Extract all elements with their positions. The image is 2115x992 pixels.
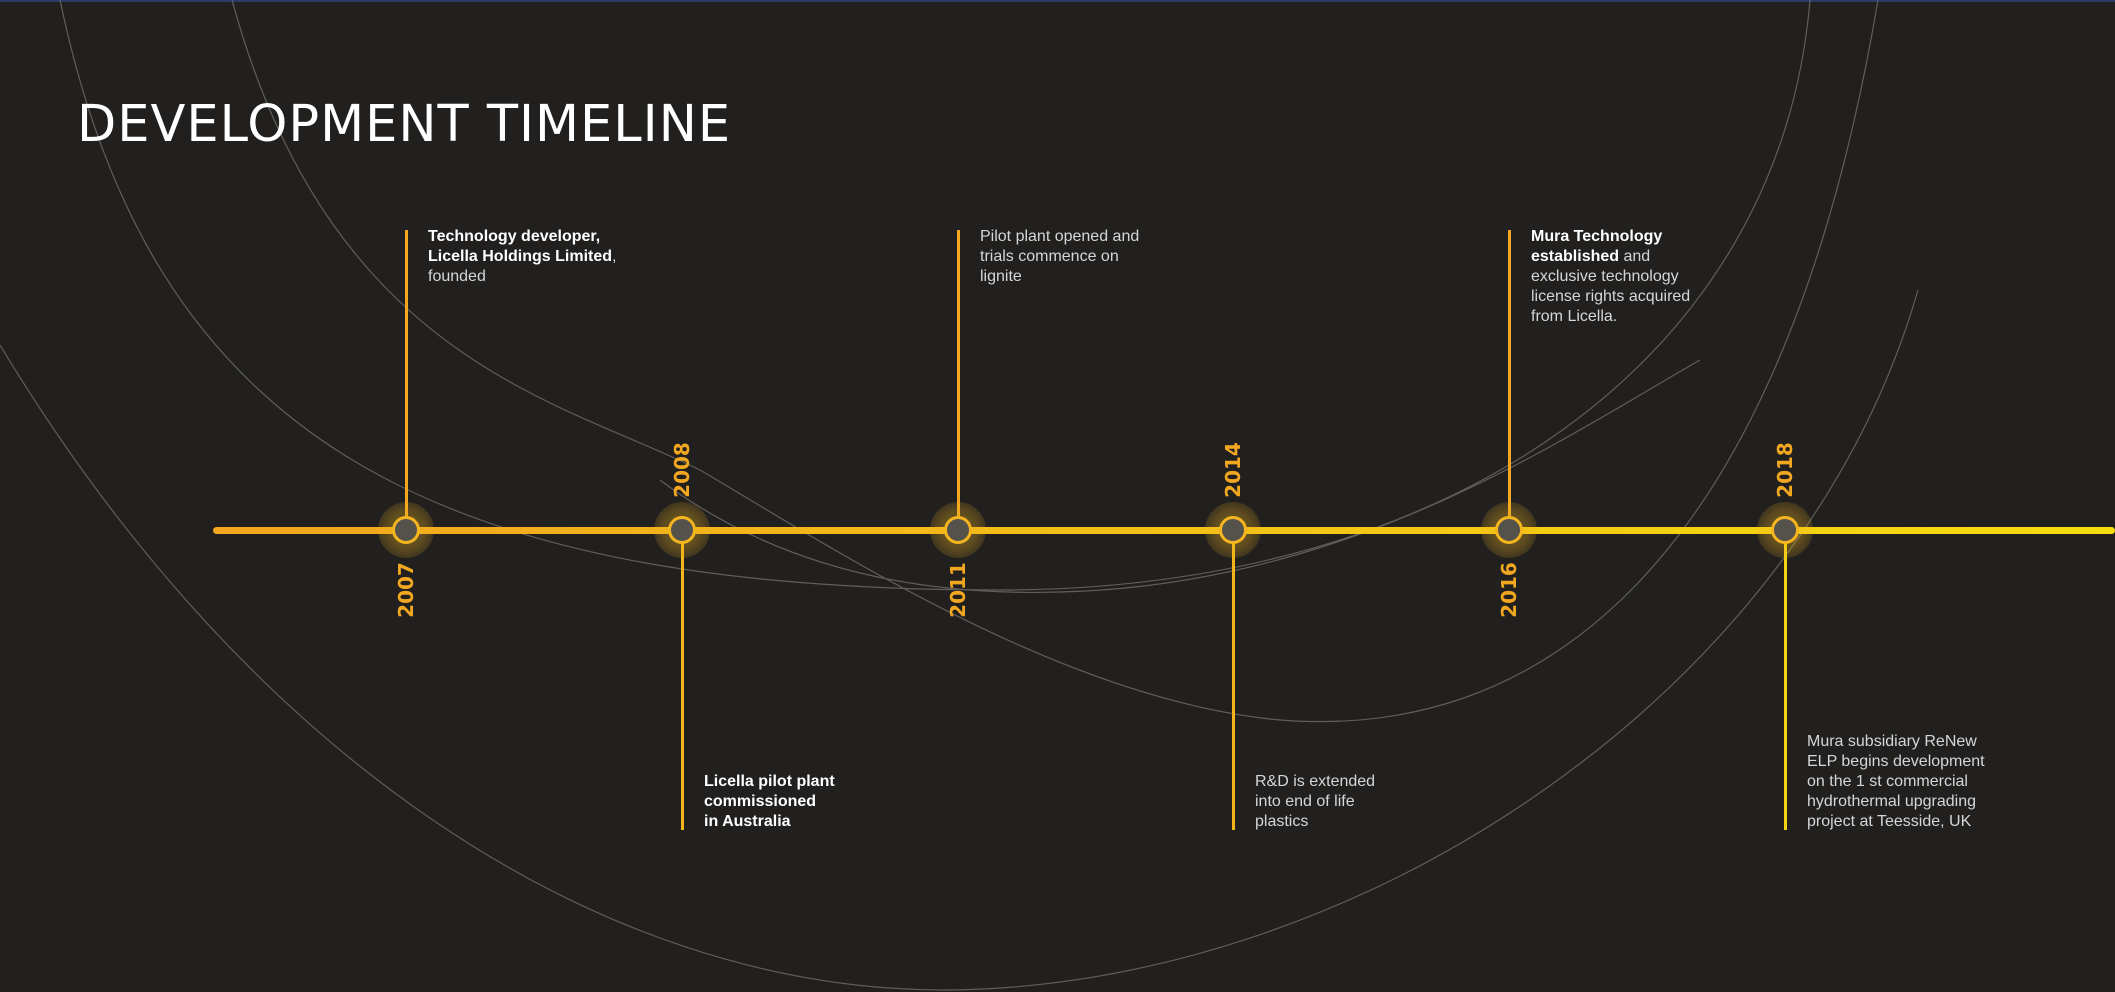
background-arc <box>59 0 1811 591</box>
background-arc <box>0 289 1919 991</box>
event-description: Pilot plant opened and trials commence o… <box>980 227 1139 287</box>
page-title: DEVELOPMENT TIMELINE <box>77 95 732 154</box>
marker-dot <box>668 516 696 544</box>
marker-dot <box>1495 516 1523 544</box>
event-description-text: , founded <box>428 248 617 285</box>
event-description: Mura subsidiary ReNew ELP begins develop… <box>1807 732 1985 832</box>
event-description-bold: Licella pilot plant commissioned in Aust… <box>704 773 835 830</box>
event-connector <box>957 230 960 530</box>
event-year-label: 2018 <box>1773 442 1797 498</box>
background-arc <box>659 359 1701 594</box>
event-year-label: 2016 <box>1497 562 1521 618</box>
event-year-label: 2007 <box>394 562 418 618</box>
event-description-text: R&D is extended into end of life plastic… <box>1255 773 1376 830</box>
event-year-label: 2014 <box>1221 442 1245 498</box>
event-connector <box>681 530 684 830</box>
marker-dot <box>1219 516 1247 544</box>
event-year-label: 2011 <box>946 562 970 618</box>
marker-dot <box>1771 516 1799 544</box>
top-border <box>0 0 2115 2</box>
marker-dot <box>392 516 420 544</box>
event-description: Mura Technology established and exclusiv… <box>1531 227 1690 327</box>
event-connector <box>1784 530 1787 830</box>
timeline-axis <box>213 527 2115 534</box>
event-description-text: and exclusive technology license rights … <box>1531 248 1691 325</box>
marker-dot <box>944 516 972 544</box>
event-description-bold: Technology developer, Licella Holdings L… <box>428 228 613 265</box>
event-description-text: Pilot plant opened and trials commence o… <box>980 228 1140 285</box>
event-year-label: 2008 <box>670 442 694 498</box>
event-connector <box>405 230 408 530</box>
event-description-bold: Mura Technology established <box>1531 228 1663 265</box>
event-connector <box>1508 230 1511 530</box>
event-description: Technology developer, Licella Holdings L… <box>428 227 616 287</box>
event-description: Licella pilot plant commissioned in Aust… <box>704 772 835 832</box>
event-connector <box>1232 530 1235 830</box>
event-description: R&D is extended into end of life plastic… <box>1255 772 1375 832</box>
event-description-text: Mura subsidiary ReNew ELP begins develop… <box>1807 733 1985 830</box>
background-arc <box>231 0 1879 723</box>
